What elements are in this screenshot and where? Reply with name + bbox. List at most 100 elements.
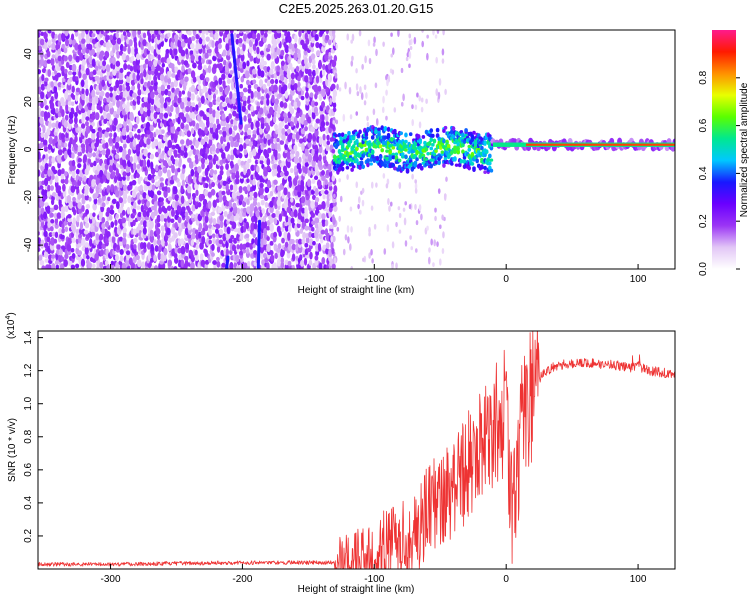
heatmap-cell — [84, 120, 89, 127]
heatmap-cell — [319, 78, 323, 84]
heatmap-cell — [71, 101, 75, 106]
heatmap-cell — [265, 226, 271, 231]
heatmap-cell — [191, 120, 196, 127]
heatmap-cell — [267, 43, 271, 50]
heatmap-cell — [188, 161, 194, 169]
heatmap-cell — [295, 150, 300, 158]
heatmap-cell — [169, 63, 175, 69]
heatmap-cell — [276, 48, 281, 56]
heatmap-cell — [133, 244, 137, 250]
heatmap-cell — [85, 208, 90, 215]
heatmap-cell — [115, 201, 120, 210]
heatmap-cell — [51, 37, 56, 44]
heatmap-cell — [286, 251, 291, 259]
heatmap-cell — [317, 212, 323, 220]
heatmap-cell — [205, 237, 211, 247]
heatmap-cell — [276, 65, 281, 73]
heatmap-cell — [177, 39, 182, 48]
heatmap-cell — [261, 207, 265, 215]
heatmap-cell — [142, 242, 147, 250]
heatmap-cell — [190, 168, 195, 177]
heatmap-cell — [433, 239, 436, 247]
heatmap-cell — [239, 30, 243, 34]
heatmap-cell — [169, 179, 175, 185]
heatmap-cell — [260, 70, 265, 78]
heatmap-cell — [298, 156, 302, 164]
heatmap-cell — [435, 88, 439, 96]
heatmap-cell — [199, 253, 204, 261]
heatmap-cell — [167, 77, 172, 85]
heatmap-cell — [159, 182, 165, 188]
colorbar-label: Normalized spectral amplitude — [739, 82, 750, 217]
heatmap-cell — [356, 91, 360, 97]
heatmap-cell — [415, 149, 419, 156]
heatmap-cell — [252, 32, 257, 40]
heatmap-cell — [276, 258, 282, 267]
heatmap-cell — [317, 85, 322, 92]
heatmap-cell — [317, 204, 323, 211]
heatmap-cell — [75, 55, 80, 63]
heatmap-cell — [438, 258, 442, 266]
heatmap-cell — [38, 32, 41, 38]
heatmap-cell — [85, 30, 89, 35]
heatmap-cell — [73, 143, 79, 151]
heatmap-cell — [59, 263, 65, 269]
heatmap-cell — [146, 108, 152, 117]
heatmap-cell — [272, 38, 277, 47]
heatmap-cell — [81, 88, 85, 95]
heatmap-cell — [166, 169, 171, 178]
heatmap-cell — [43, 177, 49, 187]
heatmap-cell — [70, 264, 76, 269]
heatmap-cell — [280, 261, 285, 269]
heatmap-cell — [334, 72, 338, 79]
heatmap-cell — [181, 65, 185, 73]
heatmap-cell — [347, 236, 350, 244]
heatmap-cell — [96, 258, 101, 268]
heatmap-cell — [351, 165, 356, 169]
heatmap-cell — [330, 235, 333, 243]
heatmap-cell — [315, 250, 320, 256]
heatmap-cell — [361, 199, 365, 207]
heatmap-cell — [85, 95, 89, 104]
heatmap-cell — [180, 185, 184, 194]
heatmap-cell — [190, 54, 195, 62]
heatmap-cell — [327, 181, 333, 187]
heatmap-cell — [177, 216, 182, 224]
heatmap-cell — [383, 135, 388, 140]
heatmap-cell — [229, 70, 234, 75]
heatmap-cell — [212, 237, 216, 245]
heatmap-cell — [74, 112, 78, 118]
heatmap-cell — [242, 87, 248, 93]
heatmap-cell — [215, 110, 220, 120]
heatmap-cell — [113, 175, 118, 184]
heatmap-cell — [246, 178, 250, 184]
heatmap-cell — [221, 102, 227, 108]
heatmap-cell — [441, 48, 445, 56]
heatmap-cell — [212, 93, 217, 100]
heatmap-cell — [327, 73, 331, 81]
heatmap-cell — [426, 152, 430, 156]
heatmap-cell — [109, 157, 114, 166]
heatmap-cell — [63, 68, 68, 74]
heatmap-cell — [216, 245, 221, 253]
heatmap-cell — [314, 101, 319, 107]
heatmap-cell — [382, 139, 386, 146]
heatmap-cell — [266, 157, 271, 166]
heatmap-cell — [98, 210, 104, 218]
heatmap-cell — [273, 168, 278, 177]
heatmap-cell — [181, 206, 186, 213]
heatmap-cell — [161, 150, 165, 157]
heatmap-cell — [115, 213, 119, 219]
heatmap-cell — [101, 162, 106, 172]
heatmap-cell — [81, 59, 86, 66]
heatmap-cell — [166, 130, 172, 136]
heatmap-cell — [48, 121, 52, 129]
heatmap-cell — [106, 35, 111, 41]
heatmap-cell — [142, 233, 147, 239]
heatmap-cell — [281, 128, 286, 135]
heatmap-cell — [149, 257, 154, 263]
heatmap-cell — [212, 109, 216, 118]
heatmap-cell — [359, 209, 362, 215]
heatmap-cell — [489, 168, 494, 173]
heatmap-cell — [85, 32, 90, 40]
